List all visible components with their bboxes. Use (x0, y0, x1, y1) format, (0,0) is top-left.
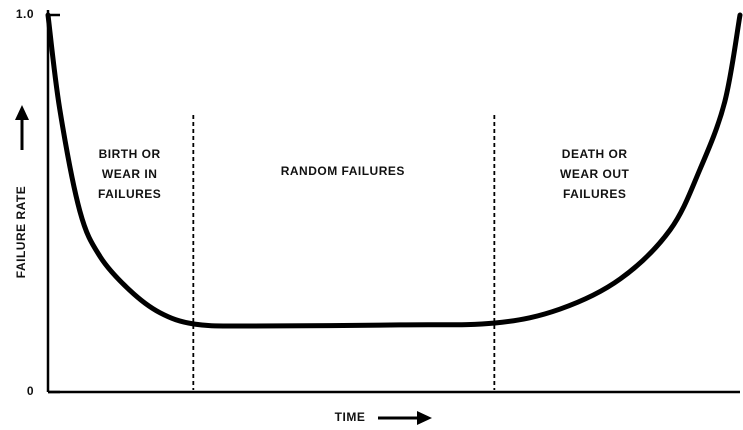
annotation: BIRTH OR (99, 147, 161, 161)
failure-curve (45, 12, 743, 329)
y-tick-label: 0 (27, 384, 34, 398)
annotation: DEATH OR (562, 147, 628, 161)
annotation: RANDOM FAILURES (281, 164, 405, 178)
y-arrow (15, 105, 29, 150)
annotation: WEAR IN (102, 167, 158, 181)
annotation: WEAR OUT (560, 167, 629, 181)
y-tick-label: 1.0 (16, 7, 34, 21)
annotation: FAILURES (563, 187, 626, 201)
annotation: FAILURES (98, 187, 161, 201)
x-arrow (378, 411, 432, 425)
y-axis-label: FAILURE RATE (14, 186, 28, 278)
x-axis-label: TIME (335, 410, 366, 424)
